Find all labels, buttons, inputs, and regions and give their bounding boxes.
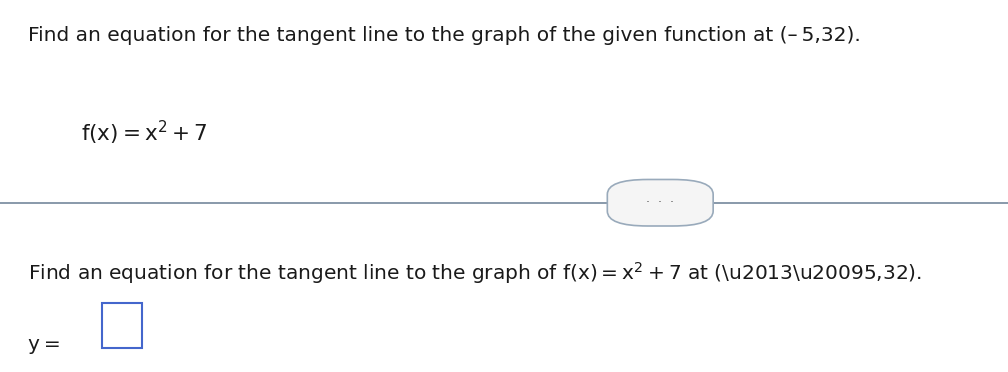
- FancyBboxPatch shape: [102, 303, 142, 348]
- Text: ·  ·  ·: · · ·: [646, 196, 674, 209]
- Text: Find an equation for the tangent line to the graph of the given function at (– 5: Find an equation for the tangent line to…: [28, 26, 861, 45]
- Text: y =: y =: [28, 335, 60, 354]
- FancyBboxPatch shape: [607, 179, 713, 226]
- Text: Find an equation for the tangent line to the graph of $\mathregular{f(x) = x^2 +: Find an equation for the tangent line to…: [28, 260, 922, 286]
- Text: $\mathregular{f(x) = x^2 + 7}$: $\mathregular{f(x) = x^2 + 7}$: [81, 119, 208, 147]
